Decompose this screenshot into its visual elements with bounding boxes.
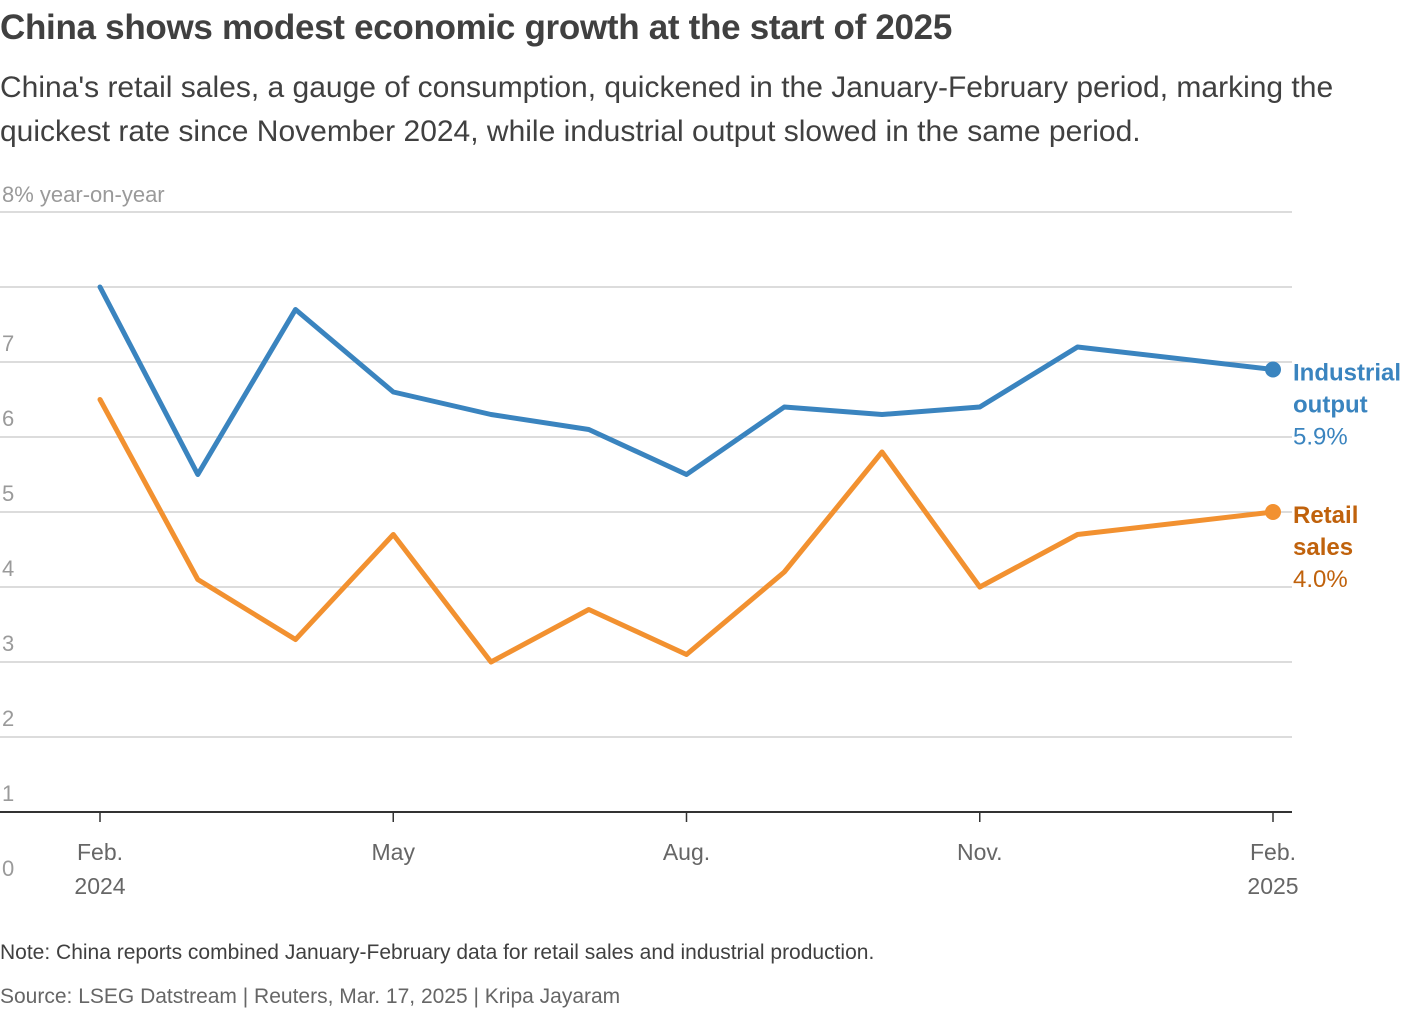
series-end-marker-retail — [1265, 504, 1281, 520]
y-tick-label-2: 2 — [2, 706, 14, 731]
chart-note: Note: China reports combined January-Feb… — [0, 941, 875, 964]
x-axis: Feb. 2024 May Aug. Nov. Feb. 2025 — [0, 811, 1299, 899]
y-tick-labels: 0 1 2 3 4 5 6 7 — [2, 331, 14, 881]
x-tick-label-6: Aug. — [663, 839, 710, 865]
series-label-retail-line2: sales — [1293, 534, 1353, 561]
chart-title: China shows modest economic growth at th… — [0, 8, 953, 47]
y-tick-label-7: 7 — [2, 331, 14, 356]
y-axis-label: 8% year-on-year — [2, 182, 165, 207]
gridlines — [0, 211, 1292, 738]
series-value-label-industrial: 5.9% — [1293, 424, 1348, 451]
y-tick-label-5: 5 — [2, 481, 14, 506]
y-tick-label-4: 4 — [2, 556, 14, 581]
series-label-retail-line1: Retail — [1293, 502, 1358, 529]
x-tick-label-year-12: 2025 — [1247, 873, 1298, 899]
x-tick-label-0: Feb. — [77, 839, 123, 865]
series-label-industrial-line2: output — [1293, 392, 1368, 419]
series-labels: Industrial output 5.9% Retail sales 4.0% — [1293, 360, 1401, 594]
series-value-label-retail: 4.0% — [1293, 566, 1348, 593]
y-tick-label-0: 0 — [2, 856, 14, 881]
x-tick-label-3: May — [372, 839, 416, 865]
line-chart: 8% year-on-year 0 1 2 3 4 5 6 7 Feb. 2024 May Aug.… — [0, 182, 1401, 899]
series-line-retail — [97, 397, 1276, 665]
y-tick-label-1: 1 — [2, 781, 14, 806]
x-tick-label-12: Feb. — [1250, 839, 1296, 865]
series-label-industrial-line1: Industrial — [1293, 360, 1401, 387]
series-end-marker-industrial — [1265, 361, 1281, 378]
series-line-industrial — [97, 284, 1276, 477]
chart-subtitle: China's retail sales, a gauge of consump… — [0, 71, 1334, 148]
y-tick-label-3: 3 — [2, 631, 14, 656]
chart-source: Source: LSEG Datstream | Reuters, Mar. 1… — [0, 985, 621, 1008]
x-tick-label-year-0: 2024 — [74, 873, 125, 899]
y-tick-label-6: 6 — [2, 406, 14, 431]
series-lines — [97, 284, 1281, 665]
x-tick-label-9: Nov. — [957, 839, 1003, 865]
